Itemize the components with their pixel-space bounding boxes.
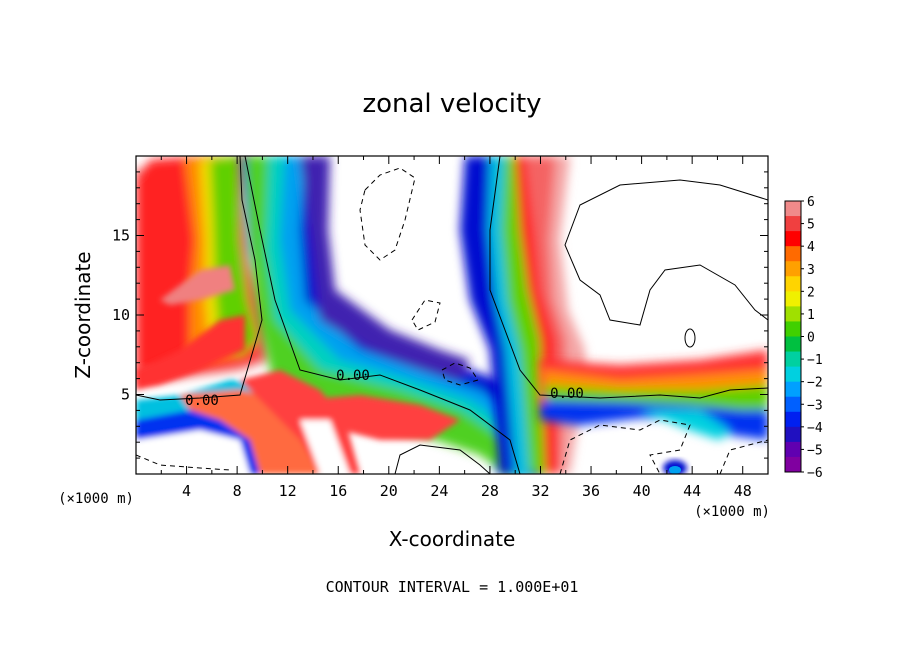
contour-label: 0.00 — [185, 393, 219, 409]
x-unit-label: (×1000 m) — [694, 504, 770, 520]
colorbar-swatch — [785, 366, 801, 383]
colorbar-swatch — [785, 306, 801, 322]
colorbar-swatch — [785, 231, 801, 247]
colorbar-swatch — [785, 411, 801, 428]
colorbar-swatch — [785, 456, 801, 473]
colorbar-tick-label: −4 — [807, 421, 823, 436]
x-tick-label: 40 — [633, 482, 651, 500]
y-tick-label: 5 — [121, 386, 130, 404]
contour-lines — [136, 156, 768, 474]
contour-small-loop — [684, 328, 696, 348]
colorbar-tick-label: −3 — [807, 398, 823, 413]
lower-left-region — [136, 370, 460, 474]
x-axis: 4 8 12 16 20 24 28 32 36 40 44 48 — [160, 156, 752, 500]
dashed-contour-upper — [359, 167, 416, 261]
x-tick-label: 44 — [683, 482, 701, 500]
positive-streamers-west — [136, 265, 245, 390]
colorbar-swatch — [785, 426, 801, 443]
dashed-contour-lower-right — [559, 419, 691, 474]
chart-title: zonal velocity — [362, 89, 541, 119]
contour-label: 0.00 — [550, 386, 584, 402]
contour-interval-note: CONTOUR INTERVAL = 1.000E+01 — [326, 578, 579, 596]
x-tick-label: 20 — [380, 482, 398, 500]
contour-labels: 0.00 0.00 0.00 — [185, 368, 584, 409]
colorbar-swatch — [785, 276, 801, 292]
zero-contour-west — [136, 156, 263, 401]
colorbar-tick-label: 3 — [807, 263, 815, 278]
x-axis-label: X-coordinate — [389, 527, 516, 551]
y-axis: 5 10 15 — [112, 171, 768, 459]
velocity-field — [136, 156, 768, 474]
y-tick-label: 10 — [112, 306, 130, 324]
colorbar-swatch — [785, 336, 801, 353]
colorbar-swatch — [785, 381, 801, 398]
x-tick-label: 36 — [582, 482, 600, 500]
colorbar-tick-label: 6 — [807, 195, 815, 210]
x-tick-label: 12 — [279, 482, 297, 500]
colorbar-tick-label: −5 — [807, 443, 823, 458]
y-unit-label: (×1000 m) — [58, 491, 134, 507]
colorbar-swatch — [785, 246, 801, 262]
colorbar-tick-label: −2 — [807, 376, 823, 391]
colorbar-tick-label: 1 — [807, 308, 815, 323]
x-tick-label: 32 — [531, 482, 549, 500]
x-tick-label: 16 — [329, 482, 347, 500]
x-tick-label: 48 — [734, 482, 752, 500]
colorbar-tick-label: −6 — [807, 466, 823, 481]
colorbar-swatch — [785, 351, 801, 368]
colorbar-tick-label: 4 — [807, 240, 815, 255]
colorbar-tick-label: 0 — [807, 331, 815, 346]
zero-contour-east — [489, 156, 768, 399]
colorbar-swatch — [785, 216, 801, 232]
colorbar: 6 5 4 3 2 1 0 −1 −2 −3 −4 −5 −6 — [784, 195, 823, 481]
contour-lower-center — [394, 444, 491, 474]
x-tick-label: 4 — [182, 482, 191, 500]
zero-contour-central — [244, 156, 521, 474]
colorbar-tick-label: −1 — [807, 353, 823, 368]
colorbar-tick-label: 5 — [807, 218, 815, 233]
colorbar-swatch — [785, 201, 801, 217]
x-tick-label: 8 — [233, 482, 242, 500]
colorbar-swatch — [785, 291, 801, 307]
contour-upper-right — [564, 179, 768, 326]
dashed-contour-lower-left — [136, 454, 231, 471]
x-tick-label: 24 — [430, 482, 448, 500]
colorbar-swatch — [785, 441, 801, 458]
x-tick-label: 28 — [481, 482, 499, 500]
colorbar-swatch — [785, 261, 801, 277]
colorbar-tick-label: 2 — [807, 285, 815, 300]
y-tick-label: 15 — [112, 227, 130, 245]
colorbar-swatch — [785, 396, 801, 413]
y-axis-label: Z-coordinate — [71, 251, 95, 378]
dashed-contour-small — [411, 299, 441, 331]
colorbar-swatch — [785, 321, 801, 337]
contour-label: 0.00 — [336, 368, 370, 384]
